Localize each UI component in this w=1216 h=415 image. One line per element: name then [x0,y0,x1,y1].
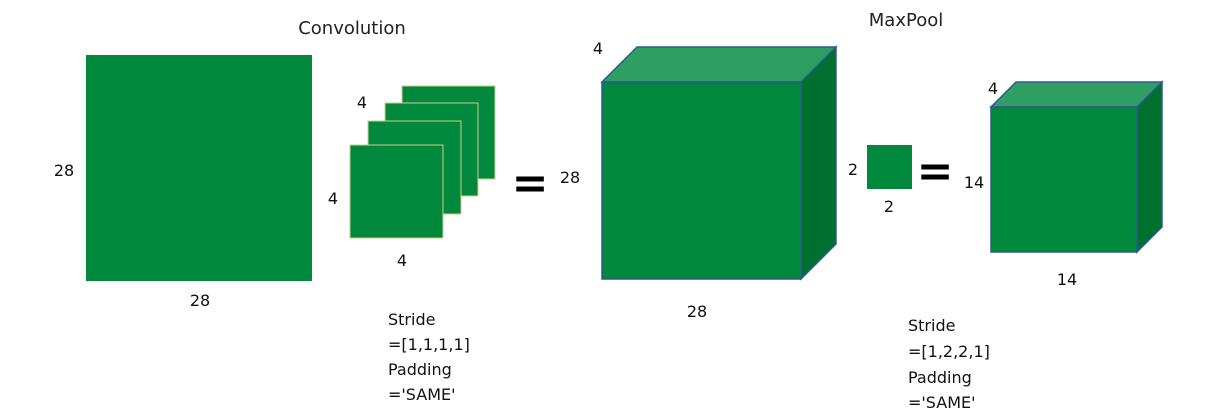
conv-padding-value: ='SAME' [388,385,456,404]
conv-stride-label: Stride [388,310,435,329]
conv-output-cube [600,45,838,281]
input-image-square [86,55,312,281]
pool-output-height-label: 14 [964,173,984,192]
pool-output-top-face [989,81,1164,108]
conv-output-height-label: 28 [560,168,580,187]
filter-height-label: 4 [328,189,338,208]
conv-padding-label: Padding [388,360,452,379]
conv-output-width-label: 28 [687,302,707,321]
conv-output-front-face [601,81,802,280]
conv-output-top-face [600,46,838,83]
input-height-label: 28 [54,161,74,180]
filter-width-label: 4 [397,251,407,270]
conv-stride-value: =[1,1,1,1] [388,335,470,354]
pool-output-side-face [1136,80,1163,254]
pool-output-cube [989,80,1164,254]
conv-output-depth-label: 4 [593,39,603,58]
conv-output-side-face [800,45,837,281]
pool-stride-value: =[1,2,2,1] [908,342,990,361]
filter-stack [349,85,496,239]
maxpool-window-width-label: 2 [884,197,894,216]
pool-padding-value: ='SAME' [908,393,976,412]
maxpool-title: MaxPool [869,10,943,31]
filter-layer [349,144,444,239]
pool-output-width-label: 14 [1057,270,1077,289]
input-width-label: 28 [190,291,210,310]
filter-depth-label: 4 [357,93,367,112]
maxpool-window-height-label: 2 [848,160,858,179]
maxpool-window-square [867,145,912,189]
pool-output-front-face [990,106,1138,253]
equals-sign: = [512,158,549,209]
pool-output-depth-label: 4 [988,79,998,98]
pool-stride-label: Stride [908,316,955,335]
convolution-title: Convolution [298,18,406,39]
pool-padding-label: Padding [908,368,972,387]
equals-sign: = [917,146,954,197]
